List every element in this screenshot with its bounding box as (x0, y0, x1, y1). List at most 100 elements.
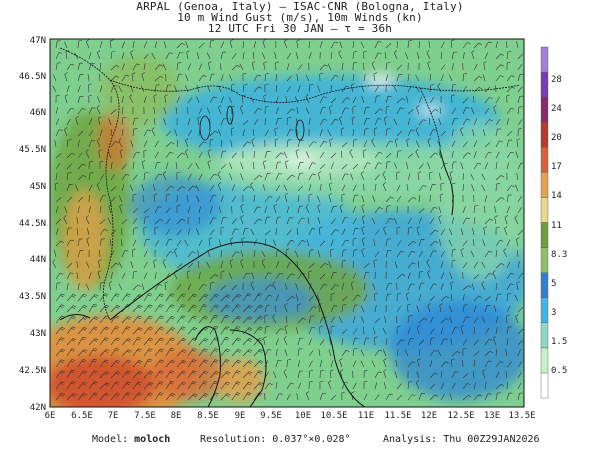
wind-barb (429, 240, 439, 247)
wind-barb (385, 196, 394, 203)
header-line-3: 12 UTC Fri 30 JAN — τ = 36h (207, 22, 393, 35)
wind-barb (165, 315, 176, 324)
wind-barb (506, 293, 512, 302)
wind-barb (99, 337, 109, 346)
wind-barb (110, 392, 121, 401)
wind-barb (220, 96, 224, 104)
wind-barb (250, 228, 255, 236)
wind-barb (231, 392, 241, 401)
wind-barb (132, 337, 142, 346)
wind-barb (448, 239, 453, 247)
wind-barb (240, 250, 244, 258)
wind-barb (484, 151, 493, 159)
wind-barb (176, 218, 186, 225)
wind-barb (484, 250, 493, 258)
wind-barb (220, 62, 222, 71)
wind-barb (394, 138, 399, 148)
wind-barb (352, 237, 357, 247)
wind-barb (340, 369, 344, 379)
wind-barb (176, 42, 186, 49)
wind-barb (87, 228, 90, 236)
wind-barb (374, 207, 383, 214)
wind-barb (187, 370, 197, 379)
wind-barb (361, 215, 366, 225)
wind-barb (341, 259, 346, 269)
wind-barb (451, 382, 456, 390)
wind-barb (352, 328, 358, 335)
wind-barb (130, 50, 134, 60)
wind-barb (361, 237, 366, 247)
wind-barb (176, 326, 186, 335)
wind-barb (99, 206, 102, 214)
wind-barb (231, 315, 242, 324)
wind-barb (484, 119, 493, 126)
wind-barb (176, 171, 181, 181)
wind-barb (253, 41, 256, 49)
borders (59, 47, 521, 321)
wind-barb (253, 304, 264, 313)
wind-barb (187, 63, 191, 71)
colorbar (540, 46, 549, 399)
wind-barb (77, 40, 83, 49)
wind-barb (141, 283, 145, 291)
wind-barb (327, 129, 332, 137)
wind-barb (110, 162, 113, 170)
wind-barb (407, 315, 413, 324)
wind-barb (308, 162, 316, 170)
wind-barb (305, 94, 310, 104)
wind-barb (383, 226, 387, 236)
wind-barb (264, 326, 270, 335)
wind-barb (352, 304, 359, 313)
wind-barb (374, 305, 377, 313)
wind-barb (440, 51, 442, 60)
wind-barb (143, 392, 153, 401)
wind-barb (77, 108, 86, 115)
wind-barb (253, 119, 259, 126)
wind-barb (97, 96, 101, 104)
wind-barb (209, 40, 214, 49)
wind-barb (55, 153, 62, 159)
wind-barb (207, 85, 211, 93)
wind-barb (187, 228, 191, 236)
wind-barb (495, 250, 498, 258)
wind-barb (209, 195, 217, 203)
wind-barb (154, 359, 164, 368)
wind-barb (451, 161, 457, 170)
colorbar-swatch (540, 197, 549, 223)
wind-barb (506, 118, 510, 126)
wind-barb (218, 239, 222, 247)
wind-barb (77, 206, 80, 214)
wind-barb (252, 52, 255, 60)
wind-barb (504, 215, 509, 225)
wind-barb (371, 138, 376, 148)
wind-barb (393, 50, 398, 60)
wind-barb (330, 218, 336, 225)
wind-barb (286, 108, 296, 115)
wind-barb (418, 208, 425, 214)
wind-barb (110, 337, 120, 346)
wind-barb (396, 339, 405, 346)
wind-barb (462, 97, 469, 104)
wind-barb (308, 370, 314, 379)
wind-barb (308, 283, 312, 291)
wind-barb (110, 196, 116, 203)
wind-barb (176, 349, 187, 357)
colorbar-label: 0.5 (551, 366, 567, 376)
wind-barb (218, 206, 222, 214)
footer-model: Model: moloch (92, 434, 170, 446)
wind-barb (352, 217, 357, 225)
wind-barb (308, 173, 316, 181)
wind-barb (132, 174, 138, 181)
wind-barb (306, 239, 310, 247)
wind-barb (449, 171, 453, 181)
wind-barb (121, 326, 131, 335)
wind-barb (495, 175, 505, 181)
wind-barb (407, 40, 413, 49)
wind-barb (231, 218, 237, 225)
wind-barb (396, 240, 402, 247)
wind-barb (308, 118, 311, 126)
wind-barb (374, 394, 380, 401)
wind-barb (473, 217, 476, 225)
wind-barb (121, 349, 132, 357)
wind-barb (274, 127, 278, 137)
